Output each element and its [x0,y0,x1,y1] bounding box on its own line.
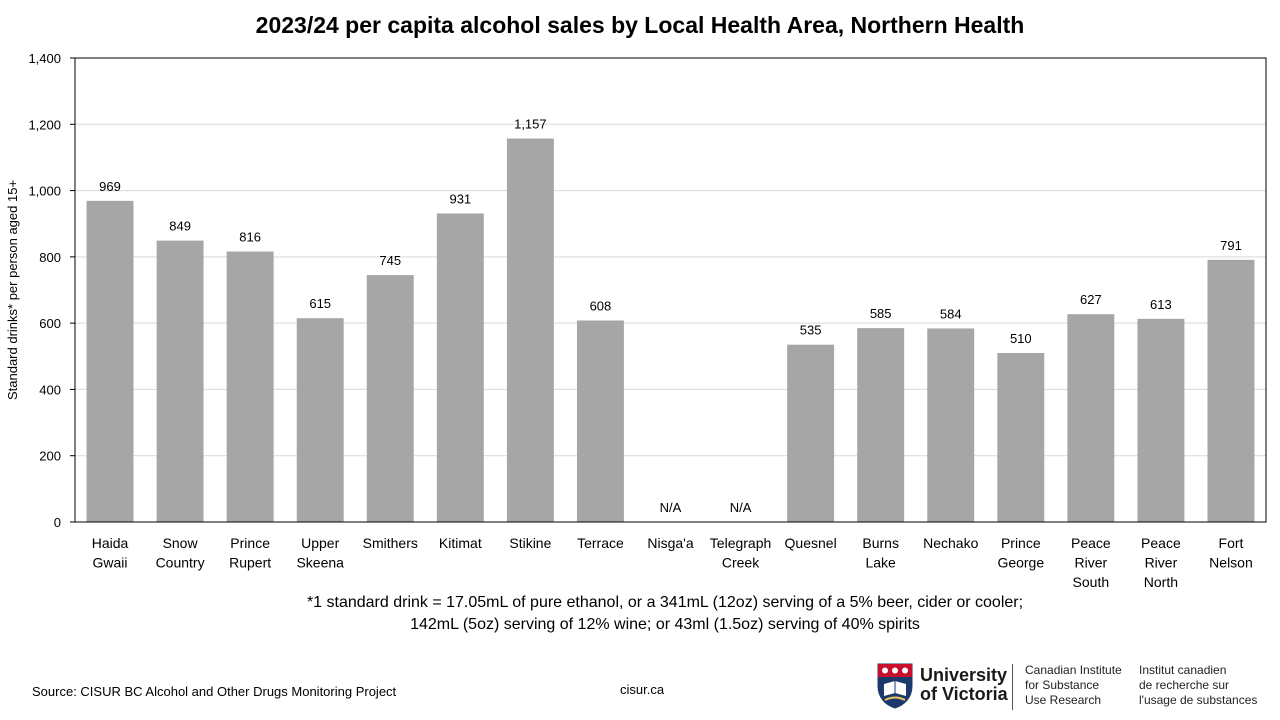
x-category-labels: Haida Gwaii Snow Country Prince Rupert Upper Sk… [92,535,1253,590]
bar [787,344,835,522]
bar [857,328,905,522]
x-tick-label: Fort [1219,535,1244,551]
uvic-crest-icon [877,663,913,709]
x-tick-label: Kitimat [439,535,482,551]
site-link[interactable]: cisur.ca [620,682,665,697]
data-label: 584 [940,306,962,321]
y-tick-label: 1,400 [28,51,61,66]
bar-chart: 0 200 400 600 800 1,000 1,200 1,400 969 849 816 61… [5,51,1267,590]
x-tick-label: Peace [1141,535,1181,551]
bar [576,320,624,522]
x-tick-label: Nechako [923,535,978,551]
x-tick-label: North [1144,574,1178,590]
x-tick-label: Quesnel [785,535,837,551]
y-tick-label: 1,000 [28,184,61,199]
data-label: 849 [169,219,191,234]
university-name-line: of Victoria [920,684,1008,704]
bar [366,275,414,522]
x-tick-label: Terrace [577,535,624,551]
data-label: 510 [1010,331,1032,346]
plot-area-border [74,57,1267,523]
bar [927,328,975,522]
x-tick-label: River [1075,555,1108,571]
y-tick-labels: 0 200 400 600 800 1,000 1,200 1,400 [28,51,61,530]
data-label: 969 [99,179,121,194]
x-tick-label: Creek [722,555,760,571]
y-tick-label: 800 [39,250,61,265]
bar [1067,314,1115,522]
data-label: 627 [1080,292,1102,307]
bar [86,200,134,523]
x-tick-label: Nisga'a [647,535,693,551]
data-label: 535 [800,323,822,338]
x-tick-label: Rupert [229,555,271,571]
y-axis-title: Standard drinks* per person aged 15+ [5,180,20,400]
x-tick-label: Burns [862,535,899,551]
x-tick-label: Country [156,555,205,571]
institute-en-line: Canadian Institute [1025,663,1122,677]
bar [436,213,484,522]
data-label: 931 [449,191,471,206]
university-name-line: University [920,665,1008,685]
y-tick-label: 400 [39,382,61,397]
bars [86,138,1255,523]
source-note: Source: CISUR BC Alcohol and Other Drugs… [32,684,397,699]
data-label: 1,157 [514,117,547,132]
x-tick-label: Nelson [1209,555,1253,571]
x-tick-label: Smithers [363,535,418,551]
data-label: 791 [1220,238,1242,253]
x-tick-label: Skeena [296,555,344,571]
institute-en-line: Use Research [1025,693,1102,707]
data-label: N/A [730,500,752,515]
chart-title: 2023/24 per capita alcohol sales by Loca… [255,12,1025,38]
y-tick-label: 1,200 [28,117,61,132]
y-tick-label: 600 [39,316,61,331]
bar [1207,259,1255,522]
university-wordmark: University of Victoria [920,666,1008,704]
institute-fr-line: Institut canadien [1139,663,1227,677]
data-label: 613 [1150,297,1172,312]
x-tick-label: Haida [92,535,129,551]
footnote-line-2: 142mL (5oz) serving of 12% wine; or 43ml… [410,616,920,633]
uvic-cisur-logo: University of Victoria Canadian Institute… [876,660,1276,716]
x-tick-label: Telegraph [710,535,772,551]
data-label: 745 [379,253,401,268]
bar [506,138,554,522]
logo-divider [1012,664,1013,710]
bar [156,240,204,523]
data-label: 615 [309,296,331,311]
bar [997,352,1045,522]
institute-name-english: Canadian Institute for Substance Use Resea… [1025,663,1122,708]
data-label: 816 [239,230,261,245]
x-tick-label: Stikine [509,535,551,551]
axes [70,57,1267,523]
bar [296,318,344,522]
institute-name-french: Institut canadien de recherche sur l'usage… [1139,663,1257,708]
institute-fr-line: l'usage de substances [1139,693,1258,707]
x-tick-label: Prince [230,535,270,551]
x-tick-label: Prince [1001,535,1041,551]
footnote-line-1: *1 standard drink = 17.05mL of pure etha… [306,594,1024,611]
institute-fr-line: de recherche sur [1139,678,1230,692]
x-tick-label: Lake [865,555,896,571]
data-label: 608 [590,298,612,313]
y-tick-label: 200 [39,449,61,464]
bar [226,251,274,522]
x-tick-label: George [997,555,1044,571]
institute-en-line: for Substance [1025,678,1100,692]
x-tick-label: Upper [301,535,339,551]
x-tick-label: South [1073,574,1110,590]
data-labels: 969 849 816 615 745 931 1,157 608 N/A N/A 535 585 58… [99,117,1242,515]
data-label: N/A [660,500,682,515]
bar [1137,318,1185,522]
data-label: 585 [870,306,892,321]
x-tick-label: River [1145,555,1178,571]
y-tick-label: 0 [54,515,61,530]
x-tick-label: Peace [1071,535,1111,551]
x-tick-label: Snow [163,535,199,551]
x-tick-label: Gwaii [93,555,128,571]
